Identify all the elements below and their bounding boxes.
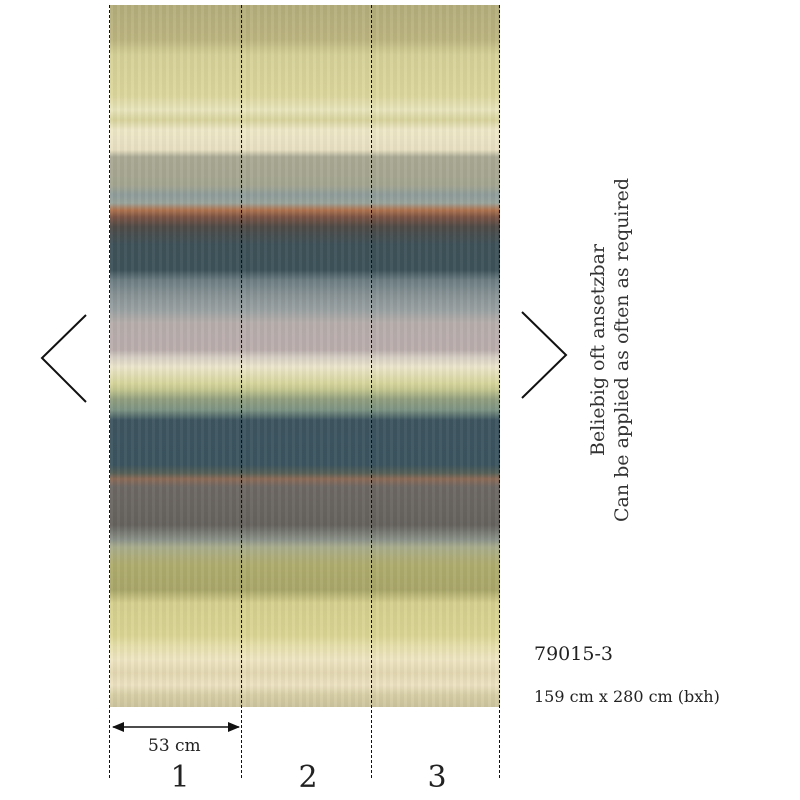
panel-number-2: 2 <box>298 760 318 795</box>
product-dimensions: 159 cm x 280 cm (bxh) <box>534 687 720 706</box>
panel-number-1: 1 <box>170 760 190 795</box>
repeat-note-en: Can be applied as often as required <box>611 178 633 522</box>
repeat-note-de: Beliebig oft ansetzbar <box>587 244 609 456</box>
width-arrow-icon <box>112 722 240 732</box>
wallpaper-texture <box>110 5 500 707</box>
product-code: 79015-3 <box>534 643 613 665</box>
repeat-note: Beliebig oft ansetzbar Can be applied as… <box>586 178 634 522</box>
panel-width-label: 53 cm <box>148 736 201 756</box>
panel-number-3: 3 <box>427 760 447 795</box>
chevron-right-icon[interactable] <box>521 311 568 399</box>
panel-divider <box>109 5 110 778</box>
panel-divider <box>371 5 372 778</box>
panel-divider <box>499 5 500 778</box>
wallpaper-mural-preview <box>110 5 500 707</box>
chevron-left-icon[interactable] <box>40 314 87 403</box>
panel-divider <box>241 5 242 778</box>
